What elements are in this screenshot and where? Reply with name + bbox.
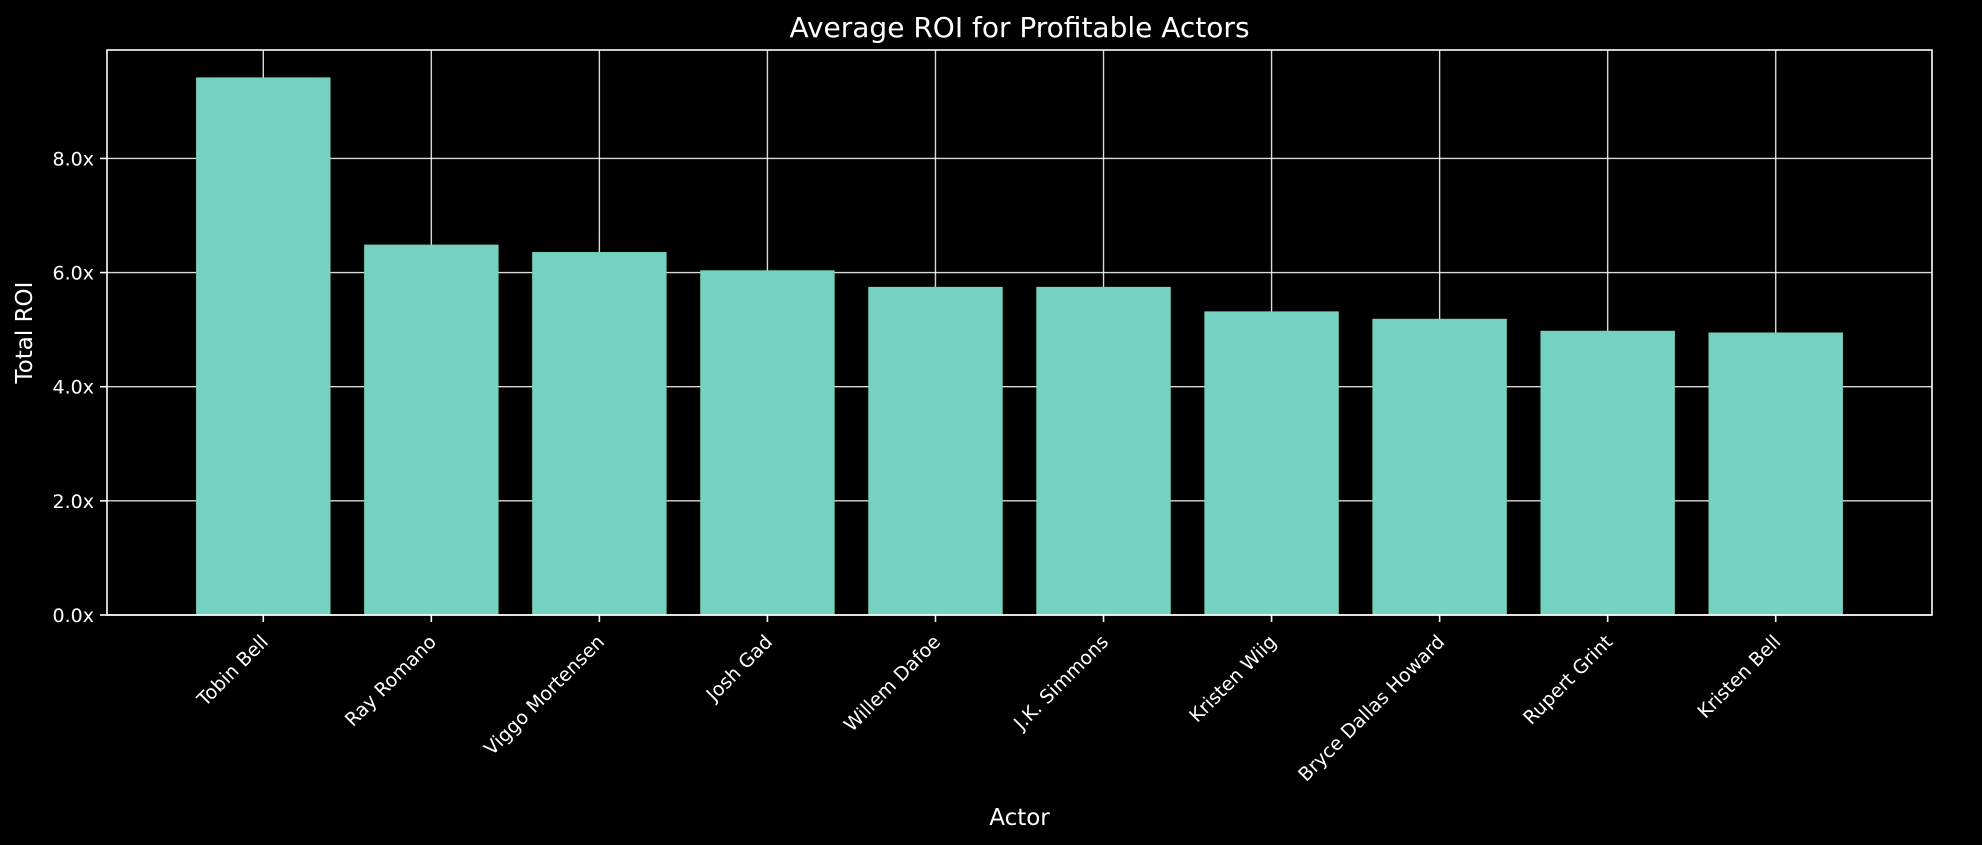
x-axis-label: Actor xyxy=(989,805,1050,831)
y-tick-label: 4.0x xyxy=(53,377,94,399)
bar xyxy=(364,244,499,615)
bar xyxy=(1540,330,1675,615)
bar xyxy=(532,252,667,615)
y-tick-label: 6.0x xyxy=(53,263,94,285)
y-tick-label: 8.0x xyxy=(53,148,94,170)
bar xyxy=(1204,311,1339,615)
y-tick-label: 0.0x xyxy=(53,605,94,627)
bar xyxy=(1372,318,1507,615)
bar xyxy=(868,286,1003,615)
bar xyxy=(1708,332,1843,615)
y-axis-label: Total ROI xyxy=(12,282,38,385)
bars xyxy=(196,77,1843,616)
bar xyxy=(700,270,835,615)
bar xyxy=(1036,286,1171,615)
plot-frame xyxy=(106,49,1933,616)
y-tick-label: 2.0x xyxy=(53,491,94,513)
bar xyxy=(196,77,331,616)
chart-title: Average ROI for Profitable Actors xyxy=(789,11,1249,44)
